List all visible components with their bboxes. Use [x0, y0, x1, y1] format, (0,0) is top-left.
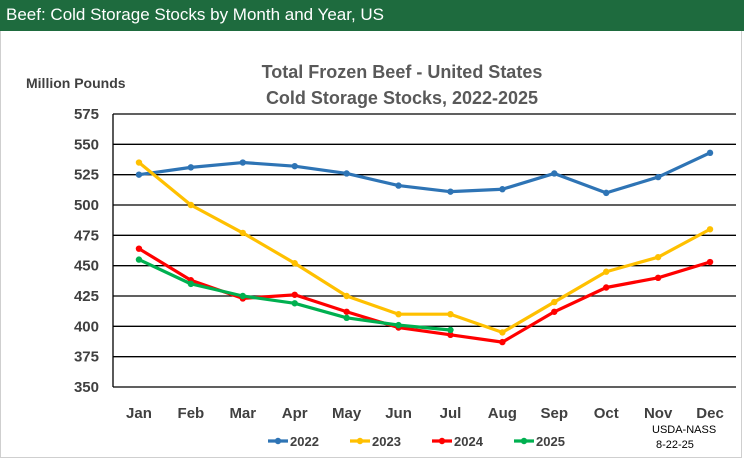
- y-tick-label: 350: [74, 379, 99, 396]
- x-tick-labels: Jan Feb Mar Apr May Jun Jul Aug Sep Oct Nov Dec: [126, 405, 724, 422]
- x-tick-label: Apr: [282, 405, 308, 422]
- legend-label-2023: 2023: [372, 434, 401, 449]
- data-point-2024: [343, 308, 350, 315]
- data-point-2023: [447, 311, 454, 318]
- data-point-2022: [291, 162, 298, 170]
- x-tick-label: Dec: [696, 405, 724, 422]
- data-point-2023: [187, 201, 195, 209]
- page-title: Beef: Cold Storage Stocks by Month and Y…: [6, 5, 385, 24]
- data-point-2024: [706, 258, 714, 266]
- data-point-2025: [239, 292, 246, 300]
- data-point-2025: [395, 321, 402, 329]
- data-point-2025: [291, 300, 298, 307]
- y-tick-label: 500: [74, 197, 99, 214]
- data-point-2022: [447, 188, 454, 195]
- y-tick-label: 375: [74, 349, 99, 366]
- data-point-2023: [395, 311, 402, 318]
- gridlines: [112, 113, 736, 388]
- x-tick-label: May: [332, 405, 362, 422]
- data-point-2024: [291, 291, 298, 298]
- x-tick-label: Jul: [440, 405, 462, 422]
- series-line-2022: [138, 151, 711, 195]
- y-tick-label: 425: [74, 288, 99, 305]
- x-tick-label: Feb: [178, 405, 205, 422]
- data-point-2023: [239, 229, 246, 237]
- data-point-2023: [343, 292, 350, 300]
- legend-marker-2022: [274, 437, 282, 445]
- y-tick-label: 475: [74, 227, 99, 244]
- y-tick-label: 450: [74, 258, 99, 275]
- data-point-2025: [135, 256, 143, 263]
- data-point-2022: [654, 173, 662, 181]
- data-point-2022: [395, 182, 402, 189]
- data-point-2024: [603, 284, 610, 291]
- header-bar: Beef: Cold Storage Stocks by Month and Y…: [0, 0, 744, 31]
- series-lines: [135, 149, 714, 346]
- source-note-date: 8-22-25: [656, 439, 694, 451]
- legend-marker-2023: [356, 437, 364, 445]
- chart-frame: [0, 31, 742, 458]
- data-point-2022: [239, 159, 246, 166]
- data-point-2025: [187, 280, 195, 288]
- data-point-2024: [499, 338, 506, 346]
- x-tick-label: Mar: [229, 405, 256, 422]
- y-tick-label: 575: [74, 106, 99, 123]
- data-point-2023: [706, 226, 714, 233]
- legend-label-2022: 2022: [290, 434, 319, 449]
- x-tick-label: Sep: [541, 405, 569, 422]
- data-point-2023: [654, 253, 662, 261]
- legend-marker-2025: [520, 437, 528, 445]
- legend-label-2024: 2024: [454, 434, 484, 449]
- y-tick-label: 550: [74, 136, 99, 153]
- data-point-2022: [187, 164, 195, 171]
- x-tick-label: Jun: [385, 405, 412, 422]
- data-point-2023: [499, 329, 506, 336]
- series-line-2023: [137, 161, 711, 334]
- x-tick-label: Jan: [126, 405, 152, 422]
- data-point-2023: [551, 298, 558, 306]
- legend-label-2025: 2025: [536, 434, 565, 449]
- x-tick-label: Aug: [488, 405, 517, 422]
- y-tick-label: 525: [74, 167, 99, 184]
- chart-title: Total Frozen Beef - United States: [262, 62, 543, 82]
- data-point-2023: [603, 268, 610, 275]
- data-point-2023: [135, 159, 143, 166]
- y-axis-label: Million Pounds: [26, 75, 126, 91]
- data-point-2022: [603, 189, 610, 197]
- data-point-2024: [135, 245, 143, 252]
- data-point-2024: [447, 331, 454, 339]
- data-point-2025: [447, 326, 454, 334]
- legend-marker-2024: [438, 437, 446, 445]
- data-point-2023: [291, 260, 298, 267]
- legend: 2022 2023 2024 2025: [268, 434, 565, 449]
- source-note-agency: USDA-NASS: [652, 424, 716, 436]
- y-tick-labels: 350 375 400 425 450 475 500 525 550 575: [74, 106, 99, 396]
- data-point-2022: [135, 171, 143, 178]
- data-point-2022: [343, 170, 350, 177]
- data-point-2025: [343, 314, 350, 322]
- data-point-2024: [654, 274, 662, 281]
- data-point-2022: [499, 186, 506, 193]
- data-point-2022: [706, 149, 714, 157]
- y-tick-label: 400: [74, 318, 99, 335]
- data-point-2022: [551, 170, 558, 177]
- data-point-2024: [551, 308, 558, 315]
- chart-subtitle: Cold Storage Stocks, 2022-2025: [266, 88, 538, 108]
- x-tick-label: Nov: [644, 405, 673, 422]
- x-tick-label: Oct: [594, 405, 619, 422]
